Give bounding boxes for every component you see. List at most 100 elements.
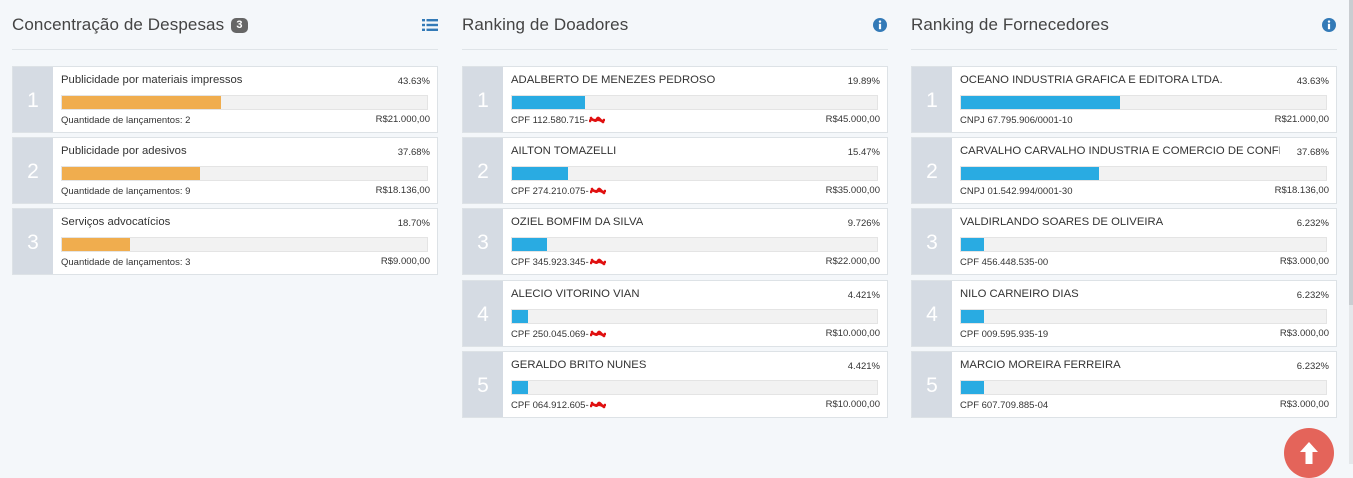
despesas-title-wrap: Concentração de Despesas 3: [12, 15, 249, 35]
entity-name: AILTON TOMAZELLI: [511, 145, 617, 157]
percentage: 37.68%: [1296, 147, 1329, 158]
despesas-panel: Concentração de Despesas 3 1 Publicidade …: [12, 0, 438, 275]
amount: R$45.000,00: [825, 114, 880, 125]
entity-name: ALECIO VITORINO VIAN: [511, 288, 640, 300]
redaction-scribble: [589, 400, 606, 413]
rank-number: 3: [463, 209, 503, 274]
fornecedores-card[interactable]: 5 MARCIO MOREIRA FERREIRA 6.232% CPF 607.70…: [911, 351, 1337, 418]
document-number: CPF 274.210.075-: [511, 186, 606, 199]
progress-fill: [62, 167, 200, 180]
progress-bar: [61, 95, 428, 110]
amount: R$18.136,00: [1274, 185, 1329, 196]
entry-count: Quantidade de lançamentos: 9: [61, 186, 191, 197]
fornecedores-card[interactable]: 4 NILO CARNEIRO DIAS 6.232% CPF 009.595.935…: [911, 280, 1337, 347]
fornecedores-card[interactable]: 3 VALDIRLANDO SOARES DE OLIVEIRA 6.232% CPF…: [911, 208, 1337, 275]
percentage: 43.63%: [397, 76, 430, 87]
doadores-card[interactable]: 3 OZIEL BOMFIM DA SILVA 9.726% CPF 345.923.…: [462, 208, 888, 275]
progress-bar: [511, 237, 878, 252]
doadores-card[interactable]: 1 ADALBERTO DE MENEZES PEDROSO 19.89% CPF 1…: [462, 66, 888, 133]
progress-fill: [512, 167, 569, 180]
progress-fill: [961, 381, 984, 394]
percentage: 37.68%: [397, 147, 430, 158]
doadores-card[interactable]: 2 AILTON TOMAZELLI 15.47% CPF 274.210.075- R…: [462, 137, 888, 204]
scroll-to-top-button[interactable]: [1284, 428, 1334, 478]
percentage: 43.63%: [1296, 76, 1329, 87]
entry-count: Quantidade de lançamentos: 2: [61, 115, 191, 126]
entity-name: OCEANO INDUSTRIA GRAFICA E EDITORA LTDA.: [960, 74, 1223, 86]
percentage: 6.232%: [1296, 290, 1329, 301]
info-icon[interactable]: [1321, 17, 1337, 33]
document-number: CPF 607.709.885-04: [960, 400, 1049, 411]
rank-number: 1: [912, 67, 952, 132]
progress-bar: [511, 380, 878, 395]
progress-bar: [960, 166, 1327, 181]
despesas-card[interactable]: 2 Publicidade por adesivos 37.68% Quantidad…: [12, 137, 438, 204]
progress-fill: [512, 310, 529, 323]
document-number: CNPJ 01.542.994/0001-30: [960, 186, 1073, 197]
progress-bar: [960, 237, 1327, 252]
redaction-scribble: [588, 115, 606, 128]
document-number: CNPJ 67.795.906/0001-10: [960, 115, 1073, 126]
scrollbar-track[interactable]: [1349, 0, 1353, 464]
category-name: Publicidade por materiais impressos: [61, 74, 243, 86]
entity-name: GERALDO BRITO NUNES: [511, 359, 647, 371]
amount: R$22.000,00: [825, 256, 880, 267]
document-number: CPF 456.448.535-00: [960, 257, 1049, 268]
percentage: 18.70%: [397, 218, 430, 229]
rank-number: 3: [912, 209, 952, 274]
doadores-card[interactable]: 4 ALECIO VITORINO VIAN 4.421% CPF 250.045.0…: [462, 280, 888, 347]
progress-fill: [512, 381, 529, 394]
rank-number: 1: [463, 67, 503, 132]
despesas-card[interactable]: 3 Serviços advocatícios 18.70% Quantidade d…: [12, 208, 438, 275]
category-name: Publicidade por adesivos: [61, 145, 187, 157]
rank-number: 4: [912, 281, 952, 346]
entity-name: NILO CARNEIRO DIAS: [960, 288, 1079, 300]
progress-bar: [960, 380, 1327, 395]
progress-bar: [511, 309, 878, 324]
progress-fill: [512, 96, 585, 109]
doadores-card[interactable]: 5 GERALDO BRITO NUNES 4.421% CPF 064.912.60…: [462, 351, 888, 418]
rank-number: 2: [13, 138, 53, 203]
progress-fill: [961, 96, 1121, 109]
percentage: 15.47%: [847, 147, 880, 158]
document-number: CPF 064.912.605-: [511, 400, 606, 413]
amount: R$21.000,00: [375, 114, 430, 125]
rank-number: 2: [463, 138, 503, 203]
progress-bar: [511, 95, 878, 110]
document-number: CPF 345.923.345-: [511, 257, 606, 270]
progress-fill: [62, 96, 222, 109]
fornecedores-card[interactable]: 1 OCEANO INDUSTRIA GRAFICA E EDITORA LTDA…: [911, 66, 1337, 133]
rank-number: 5: [912, 352, 952, 417]
list-icon[interactable]: [422, 17, 438, 33]
despesas-card[interactable]: 1 Publicidade por materiais impressos 43.6…: [12, 66, 438, 133]
progress-fill: [512, 238, 548, 251]
entity-name: MARCIO MOREIRA FERREIRA: [960, 359, 1121, 371]
arrow-up-icon: [1300, 442, 1318, 464]
scrollbar-thumb[interactable]: [1349, 0, 1353, 305]
fornecedores-header: Ranking de Fornecedores: [911, 0, 1337, 50]
rank-number: 2: [912, 138, 952, 203]
rank-number: 3: [13, 209, 53, 274]
progress-fill: [961, 167, 1099, 180]
entity-name: CARVALHO CARVALHO INDUSTRIA E COMERCIO D…: [960, 145, 1280, 157]
progress-fill: [961, 238, 984, 251]
doadores-header: Ranking de Doadores: [462, 0, 888, 50]
percentage: 19.89%: [847, 76, 880, 87]
amount: R$21.000,00: [1274, 114, 1329, 125]
entry-count: Quantidade de lançamentos: 3: [61, 257, 191, 268]
progress-bar: [511, 166, 878, 181]
entity-name: OZIEL BOMFIM DA SILVA: [511, 216, 644, 228]
progress-bar: [61, 237, 428, 252]
entity-name: ADALBERTO DE MENEZES PEDROSO: [511, 74, 716, 86]
rank-number: 1: [13, 67, 53, 132]
amount: R$10.000,00: [825, 328, 880, 339]
amount: R$3.000,00: [1279, 328, 1329, 339]
percentage: 4.421%: [847, 361, 880, 372]
info-icon[interactable]: [872, 17, 888, 33]
fornecedores-card[interactable]: 2 CARVALHO CARVALHO INDUSTRIA E COMERCIO …: [911, 137, 1337, 204]
despesas-header: Concentração de Despesas 3: [12, 0, 438, 50]
percentage: 6.232%: [1296, 361, 1329, 372]
progress-bar: [960, 309, 1327, 324]
progress-bar: [61, 166, 428, 181]
document-number: CPF 250.045.069-: [511, 329, 606, 342]
